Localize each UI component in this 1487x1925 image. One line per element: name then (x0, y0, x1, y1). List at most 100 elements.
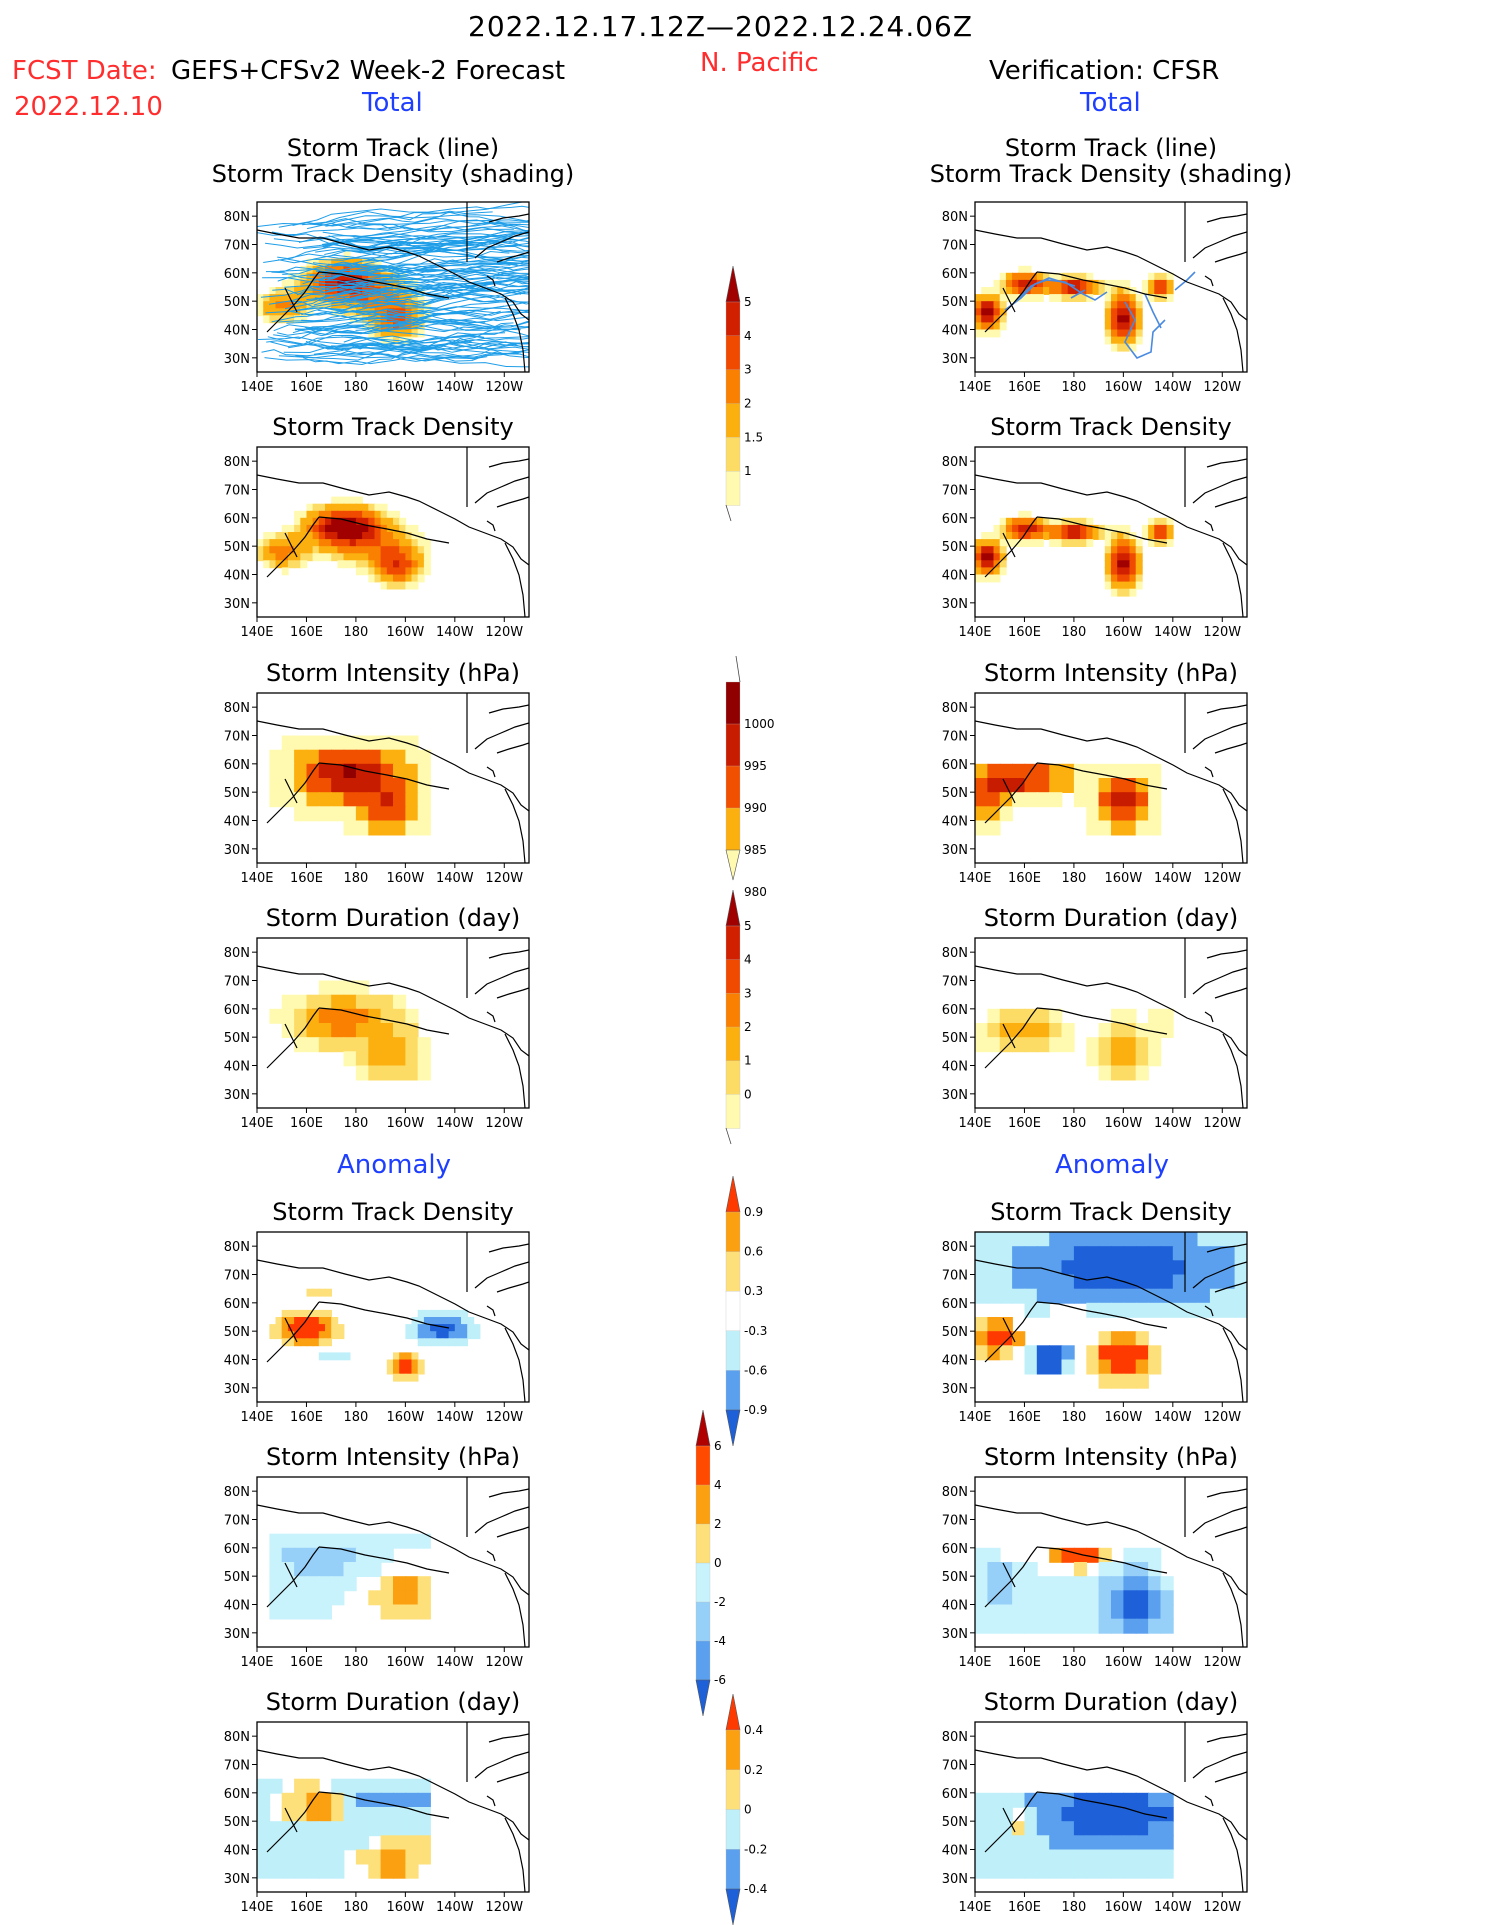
shade-cell (1036, 778, 1050, 793)
shade-cell (1055, 524, 1063, 533)
shade-cell (380, 1849, 394, 1865)
shade-cell (417, 820, 431, 836)
shade-cell (1061, 279, 1069, 288)
shade-cell (306, 1835, 320, 1851)
shade-cell (1098, 1246, 1112, 1262)
shade-cell (355, 778, 370, 793)
shade-cell (1160, 517, 1168, 526)
shade-cell (287, 315, 295, 324)
lon-label: 140W (1154, 625, 1192, 640)
shade-cell (975, 1821, 989, 1837)
shade-cell (331, 546, 339, 555)
shade-cell (318, 1324, 326, 1332)
shade-cell (981, 301, 989, 310)
shade-cell (1123, 294, 1131, 302)
shade-cell (1005, 294, 1013, 302)
lon-label: 120W (1203, 1655, 1241, 1670)
shade-cell (349, 560, 357, 569)
shade-cell (1061, 1576, 1075, 1592)
colorbar-label: 0.4 (744, 1723, 763, 1737)
colorbar-segment (725, 1769, 741, 1811)
shade-cell (1049, 1792, 1063, 1808)
coastline (257, 720, 529, 812)
shade-cell (386, 329, 394, 338)
colorbar-label: 2 (744, 1020, 752, 1034)
shade-cell (281, 1533, 295, 1549)
lon-label: 160E (1008, 625, 1041, 640)
shade-cell (975, 1618, 989, 1634)
colorbar-segment (725, 1251, 741, 1292)
shade-cell (1148, 517, 1156, 526)
panel-title: Storm Duration (day) (266, 904, 521, 932)
shade-cell (1073, 517, 1081, 526)
shade-cell (257, 294, 264, 302)
colorbar-segment (725, 1026, 741, 1062)
colorbar-segment (725, 1291, 741, 1332)
shade-cell (318, 806, 332, 822)
storm-track (1144, 293, 1162, 329)
shade-cell (343, 778, 357, 793)
shade-cell (1061, 1821, 1075, 1837)
shade-cell (337, 1352, 345, 1361)
shade-cell (999, 567, 1007, 576)
colorbar-segment (725, 1729, 741, 1771)
shade-cell (300, 532, 308, 540)
shade-cell (417, 1821, 431, 1837)
shade-cell (287, 287, 295, 295)
shade-cell (269, 539, 277, 547)
shade-cell (393, 1576, 407, 1592)
shade-cell (975, 560, 982, 569)
shade-cell (300, 553, 308, 562)
lon-label: 140E (958, 625, 991, 640)
shade-cell (1117, 343, 1125, 352)
shade-cell (325, 1309, 332, 1318)
shade-cell (1129, 294, 1137, 302)
shade-cell (1073, 1576, 1088, 1592)
lat-label: 50N (942, 540, 968, 555)
shade-cell (1067, 539, 1075, 547)
shade-cell (999, 1274, 1013, 1290)
coastline (266, 271, 320, 333)
shade-cell (300, 1309, 308, 1318)
shade-cell (281, 1309, 289, 1318)
storm-track (331, 256, 529, 267)
shade-cell (1111, 820, 1125, 836)
shade-cell (331, 1835, 345, 1851)
shade-cell (1086, 763, 1100, 779)
shade-cell (999, 1618, 1013, 1634)
shade-cell (368, 567, 376, 576)
lat-label: 60N (224, 1787, 250, 1802)
shade-cell (1036, 524, 1044, 533)
shade-cell (331, 1317, 339, 1325)
shade-cell (325, 294, 332, 302)
shade-cell (306, 1023, 320, 1038)
shade-cell (1117, 329, 1125, 338)
lon-label: 160E (1008, 1410, 1041, 1425)
shade-cell (374, 560, 382, 569)
shade-cell (1111, 1835, 1125, 1851)
shade-cell (306, 1849, 320, 1865)
panel-content (257, 693, 529, 863)
shade-cell (269, 792, 283, 808)
shade-cell (263, 553, 271, 562)
shade-cell (417, 1359, 425, 1368)
shade-cell (1012, 1835, 1026, 1851)
shade-cell (467, 1324, 475, 1332)
shade-cell (1024, 1576, 1038, 1592)
lon-label: 160W (387, 625, 425, 640)
shade-cell (393, 1590, 407, 1606)
shade-cell (975, 329, 982, 338)
shade-cell (374, 546, 382, 555)
shade-cell (362, 517, 370, 526)
shade-cell (1098, 1821, 1112, 1837)
shade-cell (1166, 524, 1174, 533)
shade-cell (975, 1807, 989, 1822)
coastline (1222, 1817, 1244, 1892)
shade-cell (281, 1835, 295, 1851)
shade-cell (417, 1792, 431, 1808)
shade-cell (306, 1590, 320, 1606)
shade-cell (417, 532, 425, 540)
shade-cell (1086, 1618, 1100, 1634)
shade-cell (1117, 560, 1125, 569)
shade-cell (1049, 1008, 1063, 1024)
